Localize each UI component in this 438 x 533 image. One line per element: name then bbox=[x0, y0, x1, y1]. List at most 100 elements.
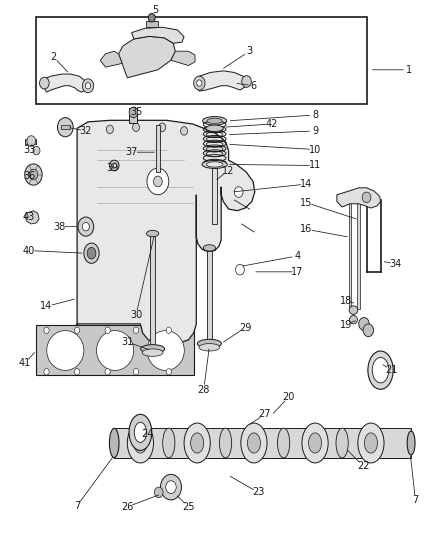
Circle shape bbox=[105, 368, 110, 375]
Circle shape bbox=[82, 79, 94, 93]
Ellipse shape bbox=[199, 344, 220, 351]
Circle shape bbox=[147, 168, 169, 195]
Text: 20: 20 bbox=[283, 392, 295, 402]
Circle shape bbox=[236, 264, 244, 275]
Text: 17: 17 bbox=[291, 267, 304, 277]
Text: 2: 2 bbox=[50, 52, 56, 61]
Text: 43: 43 bbox=[23, 212, 35, 222]
Ellipse shape bbox=[184, 423, 210, 463]
Polygon shape bbox=[114, 428, 411, 458]
Text: 7: 7 bbox=[412, 495, 419, 505]
Circle shape bbox=[133, 123, 140, 132]
Bar bbox=[207, 251, 212, 341]
Circle shape bbox=[105, 327, 110, 334]
Ellipse shape bbox=[96, 330, 134, 370]
Text: 22: 22 bbox=[357, 461, 369, 471]
Bar bbox=[130, 108, 138, 123]
Ellipse shape bbox=[142, 349, 163, 357]
Ellipse shape bbox=[141, 345, 165, 353]
Text: 1: 1 bbox=[406, 65, 412, 75]
Circle shape bbox=[85, 83, 91, 89]
Ellipse shape bbox=[110, 429, 119, 458]
Bar bbox=[35, 17, 367, 104]
Text: 21: 21 bbox=[385, 365, 398, 375]
Circle shape bbox=[166, 327, 171, 334]
Circle shape bbox=[153, 176, 162, 187]
Ellipse shape bbox=[207, 118, 222, 124]
Ellipse shape bbox=[308, 433, 321, 453]
Text: 37: 37 bbox=[126, 147, 138, 157]
Circle shape bbox=[197, 80, 202, 86]
Bar bbox=[150, 236, 155, 346]
Circle shape bbox=[148, 13, 155, 22]
Text: 36: 36 bbox=[23, 171, 35, 181]
Ellipse shape bbox=[206, 125, 223, 132]
Text: 14: 14 bbox=[40, 301, 53, 311]
Circle shape bbox=[39, 77, 49, 89]
Polygon shape bbox=[77, 120, 255, 343]
Circle shape bbox=[74, 368, 80, 375]
Circle shape bbox=[159, 123, 166, 132]
Ellipse shape bbox=[278, 428, 290, 458]
Ellipse shape bbox=[203, 245, 215, 251]
Text: 28: 28 bbox=[198, 385, 210, 395]
Ellipse shape bbox=[368, 351, 393, 389]
Polygon shape bbox=[100, 51, 122, 67]
Circle shape bbox=[362, 192, 371, 203]
Polygon shape bbox=[195, 71, 247, 91]
Text: 18: 18 bbox=[339, 296, 352, 306]
Text: 30: 30 bbox=[130, 310, 142, 320]
Circle shape bbox=[57, 118, 73, 137]
Circle shape bbox=[29, 169, 38, 180]
Text: 11: 11 bbox=[309, 160, 321, 171]
Ellipse shape bbox=[372, 358, 389, 383]
Ellipse shape bbox=[247, 433, 261, 453]
Text: 23: 23 bbox=[252, 488, 265, 497]
Circle shape bbox=[160, 474, 181, 500]
Text: 38: 38 bbox=[53, 222, 66, 232]
Ellipse shape bbox=[112, 163, 117, 168]
Text: 3: 3 bbox=[247, 46, 253, 56]
Text: 25: 25 bbox=[182, 502, 194, 512]
Ellipse shape bbox=[349, 306, 358, 314]
Ellipse shape bbox=[134, 422, 147, 442]
Polygon shape bbox=[337, 188, 381, 208]
Circle shape bbox=[194, 76, 205, 90]
Polygon shape bbox=[119, 36, 175, 78]
Ellipse shape bbox=[364, 433, 378, 453]
Ellipse shape bbox=[407, 431, 415, 455]
Ellipse shape bbox=[241, 423, 267, 463]
Circle shape bbox=[33, 147, 40, 155]
Text: 31: 31 bbox=[121, 337, 134, 347]
Circle shape bbox=[359, 318, 369, 330]
Text: 39: 39 bbox=[106, 163, 118, 173]
Ellipse shape bbox=[336, 428, 348, 458]
Bar bbox=[349, 203, 351, 309]
Bar bbox=[25, 139, 35, 144]
Ellipse shape bbox=[134, 433, 147, 453]
Circle shape bbox=[82, 222, 89, 231]
Circle shape bbox=[78, 217, 94, 236]
Text: 35: 35 bbox=[130, 107, 142, 117]
Circle shape bbox=[44, 327, 49, 334]
Text: 33: 33 bbox=[23, 144, 35, 155]
Circle shape bbox=[154, 487, 163, 498]
Ellipse shape bbox=[147, 230, 159, 237]
Ellipse shape bbox=[129, 414, 152, 450]
Text: 7: 7 bbox=[74, 500, 80, 511]
Text: 32: 32 bbox=[80, 126, 92, 136]
Bar bbox=[36, 325, 194, 375]
Bar bbox=[61, 125, 70, 130]
Ellipse shape bbox=[219, 428, 232, 458]
Ellipse shape bbox=[147, 330, 184, 370]
Circle shape bbox=[44, 368, 49, 375]
Ellipse shape bbox=[198, 340, 221, 348]
Circle shape bbox=[180, 127, 187, 135]
Text: 9: 9 bbox=[312, 126, 318, 136]
Ellipse shape bbox=[358, 423, 384, 463]
Text: 42: 42 bbox=[265, 119, 278, 129]
Circle shape bbox=[363, 324, 374, 337]
Circle shape bbox=[166, 368, 171, 375]
Bar bbox=[156, 125, 159, 172]
Polygon shape bbox=[25, 211, 39, 224]
